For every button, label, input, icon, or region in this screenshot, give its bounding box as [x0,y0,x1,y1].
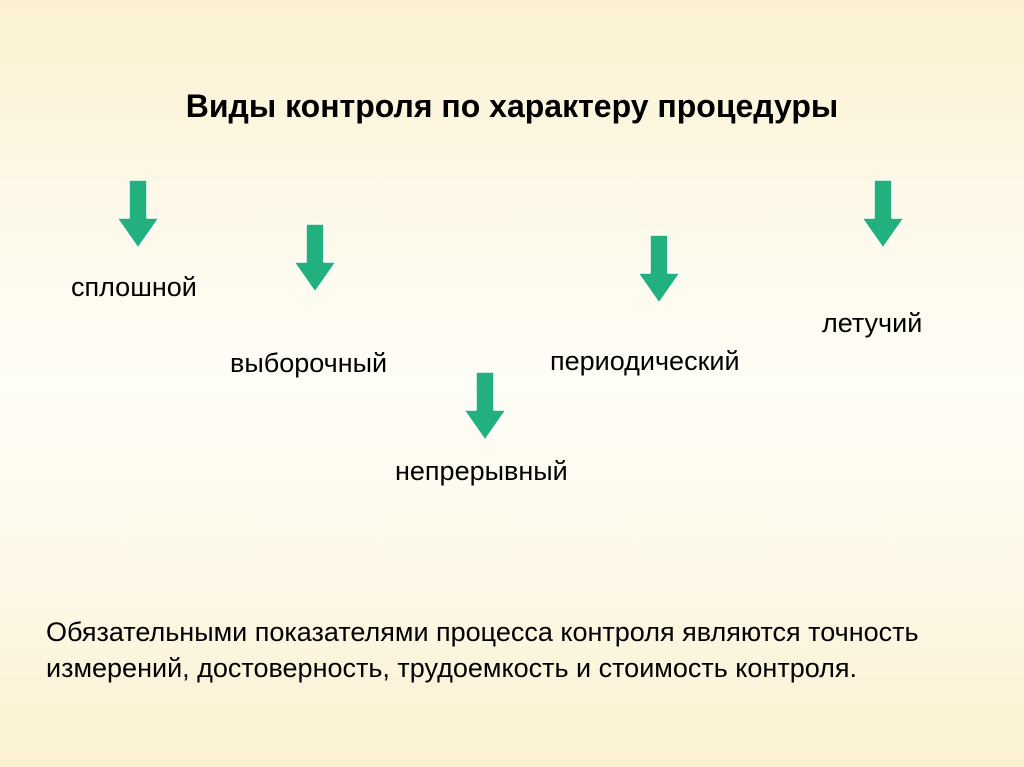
slide: Виды контроля по характеру процедуры спл… [0,0,1024,767]
down-arrow-svg [860,178,906,250]
arrow-icon [860,178,906,250]
footer-text: Обязательными показателями процесса конт… [46,614,976,687]
down-arrow-svg [292,222,338,294]
arrow-icon [636,233,682,305]
down-arrow-svg [636,233,682,305]
arrow-icon [462,370,508,442]
item-label-3: периодический [550,346,740,377]
item-label-2: непрерывный [395,456,568,487]
slide-title: Виды контроля по характеру процедуры [0,88,1024,125]
item-label-0: сплошной [71,272,197,303]
down-arrow-svg [462,370,508,442]
item-label-1: выборочный [230,348,387,379]
down-arrow-svg [115,178,161,250]
arrow-icon [115,178,161,250]
arrow-icon [292,222,338,294]
item-label-4: летучий [822,308,922,339]
